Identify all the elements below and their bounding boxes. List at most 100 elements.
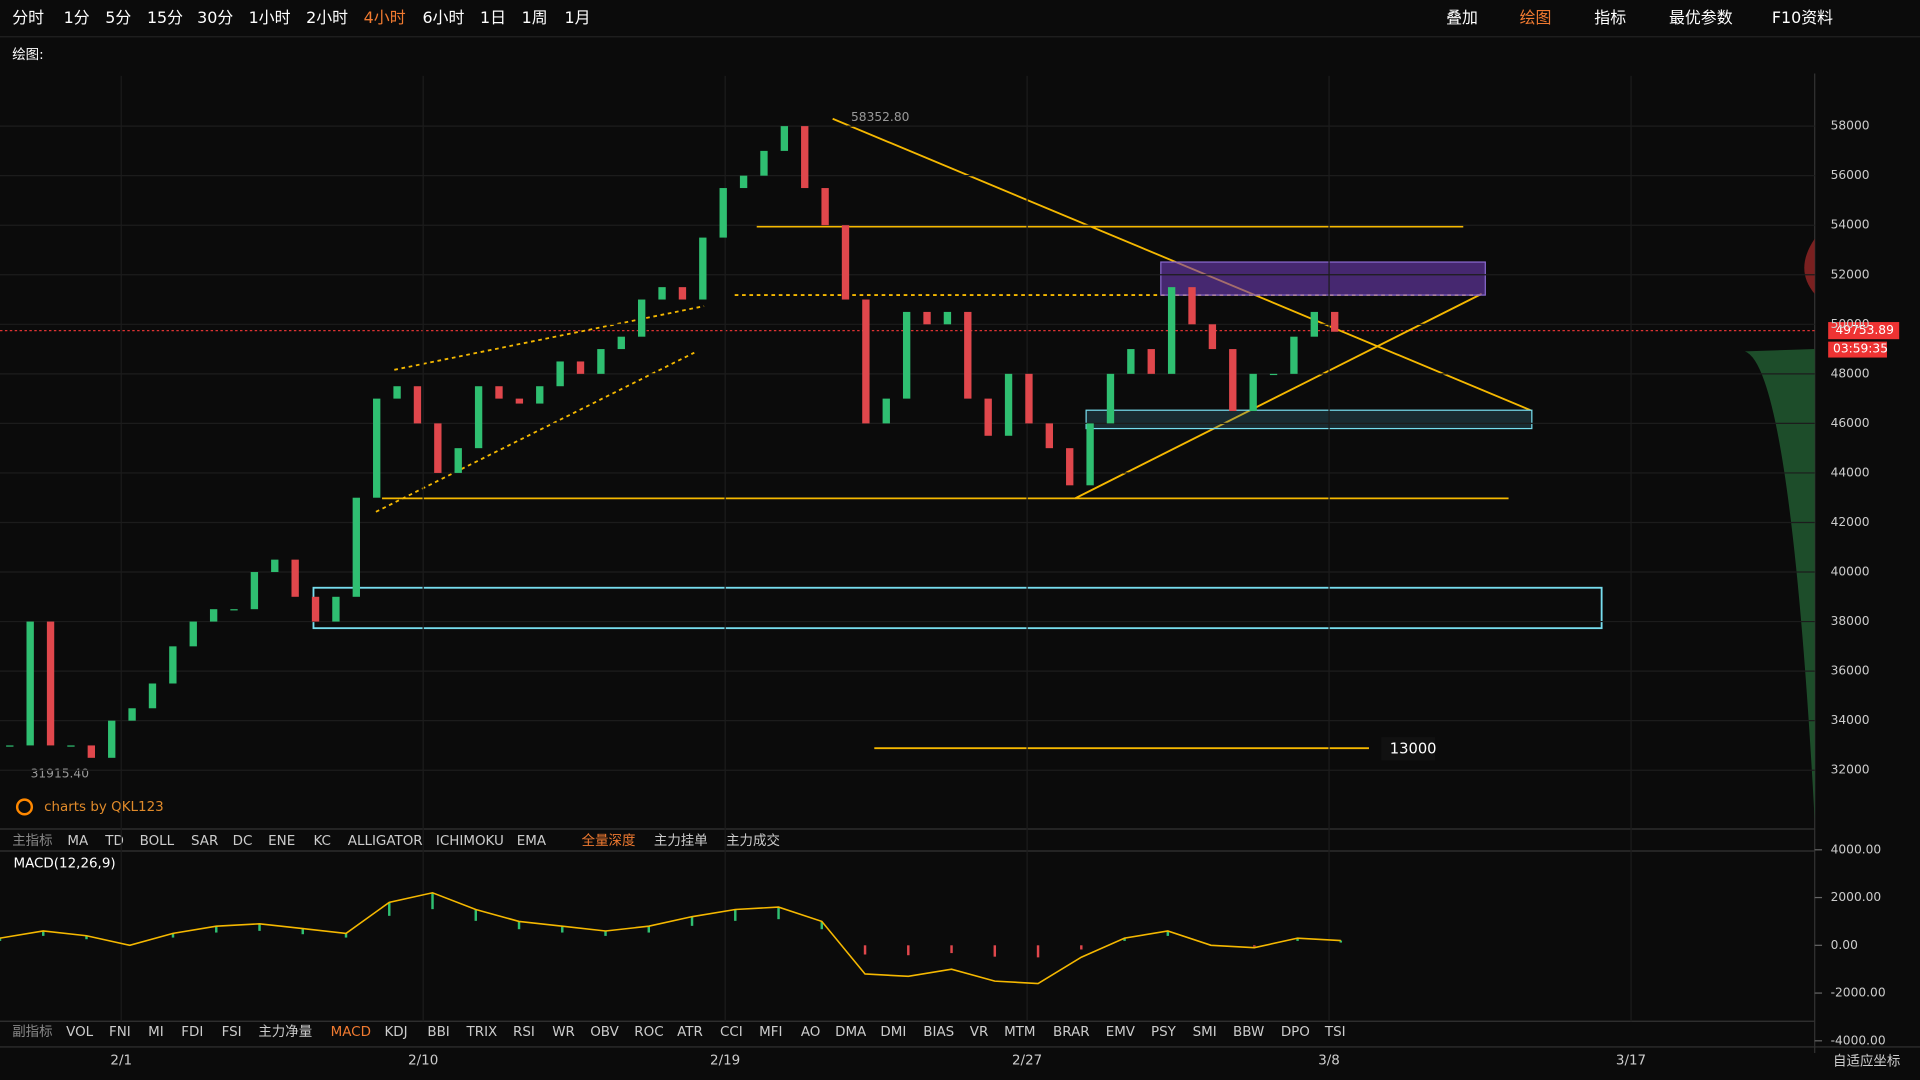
candle — [1208, 324, 1217, 350]
indicator-tab[interactable]: VR — [970, 1025, 989, 1040]
low-label: 31915.40 — [31, 766, 89, 780]
indicator-tab[interactable]: MFI — [759, 1025, 782, 1040]
indicator-tab[interactable]: VOL — [66, 1025, 94, 1040]
macd-bar — [85, 935, 88, 940]
indicator-tab[interactable]: 主力挂单 — [654, 833, 708, 849]
indicator-tab[interactable]: DC — [233, 834, 253, 849]
y-tick-label: -2000.00 — [1831, 986, 1886, 1000]
indicator-tab[interactable]: AO — [801, 1025, 821, 1040]
toolbar-button[interactable]: 绘图 — [1520, 8, 1552, 27]
toolbar-button[interactable]: F10资料 — [1772, 8, 1833, 27]
period-tab[interactable]: 1小时 — [249, 8, 291, 27]
macd-bar — [907, 945, 910, 956]
indicator-tab[interactable]: ATR — [677, 1025, 703, 1040]
x-tick-label: 2/19 — [710, 1053, 740, 1068]
candle — [760, 150, 768, 176]
y-tick-label: 52000 — [1831, 267, 1870, 281]
indicator-tab[interactable]: CCI — [720, 1025, 743, 1040]
indicator-tab[interactable]: DMA — [835, 1025, 867, 1040]
indicator-tab[interactable]: ENE — [268, 834, 295, 849]
candle — [556, 361, 564, 387]
logo — [15, 798, 34, 816]
macd-bar — [474, 909, 477, 921]
indicator-tab[interactable]: RSI — [513, 1025, 535, 1040]
candle — [1025, 373, 1033, 424]
macd-line — [0, 891, 1341, 985]
indicator-tab[interactable]: ROC — [634, 1025, 663, 1040]
indicator-tab: 副指标 — [12, 1024, 52, 1040]
candle — [26, 621, 34, 746]
indicator-tab[interactable]: 主力成交 — [726, 832, 780, 849]
period-tab[interactable]: 5分 — [105, 8, 131, 27]
indicator-tab[interactable]: BBW — [1233, 1025, 1264, 1040]
macd-bar — [1166, 930, 1170, 936]
toolbar-button[interactable]: 最优参数 — [1669, 8, 1733, 27]
candle — [495, 386, 503, 399]
indicator-tab[interactable]: SAR — [191, 834, 218, 849]
y-tick-label: 40000 — [1831, 565, 1870, 579]
indicator-tab[interactable]: OBV — [590, 1025, 619, 1040]
toolbar-button[interactable]: 叠加 — [1446, 8, 1478, 27]
y-tick-label: 4000.00 — [1831, 842, 1882, 856]
macd-bar — [1036, 945, 1040, 958]
candle — [597, 349, 605, 374]
indicator-tab[interactable]: PSY — [1151, 1025, 1177, 1040]
indicator-tab[interactable]: TRIX — [466, 1025, 498, 1040]
indicator-tab[interactable]: DMI — [880, 1025, 906, 1040]
period-tab[interactable]: 2小时 — [306, 8, 348, 27]
period-tab[interactable]: 1分 — [64, 8, 90, 27]
x-tick-label: 3/17 — [1616, 1053, 1646, 1068]
period-tab[interactable]: 4小时 — [364, 8, 406, 27]
period-tab[interactable]: 1月 — [564, 8, 590, 27]
indicator-tab[interactable]: TSI — [1324, 1025, 1346, 1040]
candle — [902, 311, 911, 399]
indicator-tab[interactable]: 主力净量 — [258, 1024, 312, 1040]
period-tab[interactable]: 15分 — [147, 8, 183, 27]
indicator-tab[interactable]: FNI — [109, 1025, 131, 1040]
candle — [413, 386, 422, 424]
indicator-tab[interactable]: BOLL — [140, 834, 175, 849]
indicator-tab[interactable]: KDJ — [384, 1025, 407, 1040]
indicator-tab[interactable]: ICHIMOKU — [436, 834, 504, 849]
candle — [1269, 373, 1278, 376]
indicator-tab[interactable]: EMV — [1106, 1025, 1136, 1040]
macd-bar — [561, 926, 564, 933]
period-tab[interactable]: 1日 — [480, 8, 506, 27]
indicator-tab[interactable]: MACD — [331, 1025, 371, 1040]
depth-profile — [1744, 348, 1815, 821]
period-tab[interactable]: 6小时 — [422, 8, 464, 27]
indicator-tab[interactable]: TD — [104, 834, 124, 849]
period-tab[interactable]: 30分 — [197, 8, 233, 27]
y-tick-label: 0.00 — [1831, 938, 1858, 952]
candle — [230, 609, 238, 611]
indicator-tab[interactable]: DPO — [1281, 1025, 1310, 1040]
candle — [1127, 349, 1135, 374]
indicator-tab[interactable]: FDI — [181, 1025, 203, 1040]
period-tab[interactable]: 分时 — [12, 8, 44, 27]
indicator-tab: 主指标 — [12, 833, 52, 849]
macd-bar — [734, 909, 737, 921]
toolbar-button[interactable]: 指标 — [1594, 8, 1626, 27]
indicator-tab[interactable]: ALLIGATOR — [348, 834, 423, 849]
indicator-tab[interactable]: MI — [148, 1025, 164, 1040]
macd-bar — [431, 892, 434, 910]
indicator-tab[interactable]: MTM — [1004, 1025, 1035, 1040]
indicator-tab[interactable]: BIAS — [923, 1025, 954, 1040]
x-tick-label: 2/1 — [110, 1053, 132, 1068]
indicator-tab[interactable]: KC — [313, 834, 330, 849]
indicator-tab[interactable]: WR — [552, 1025, 575, 1040]
period-tab[interactable]: 1周 — [522, 8, 548, 27]
indicator-tab[interactable]: BRAR — [1053, 1025, 1090, 1040]
indicator-tab[interactable]: SMI — [1193, 1025, 1217, 1040]
indicator-tab[interactable]: EMA — [517, 834, 547, 849]
candle — [1188, 287, 1196, 325]
macd-bar — [690, 916, 694, 926]
indicator-tab[interactable]: MA — [67, 834, 89, 849]
indicator-tab[interactable]: FSI — [222, 1025, 242, 1040]
indicator-tab[interactable]: BBI — [427, 1025, 449, 1040]
y-tick-label: 2000.00 — [1831, 890, 1882, 904]
y-tick-label: 32000 — [1831, 763, 1870, 777]
candle — [1066, 448, 1074, 486]
indicator-tab[interactable]: 全量深度 — [582, 832, 636, 849]
adaptive[interactable]: 自适应坐标 — [1833, 1053, 1900, 1070]
